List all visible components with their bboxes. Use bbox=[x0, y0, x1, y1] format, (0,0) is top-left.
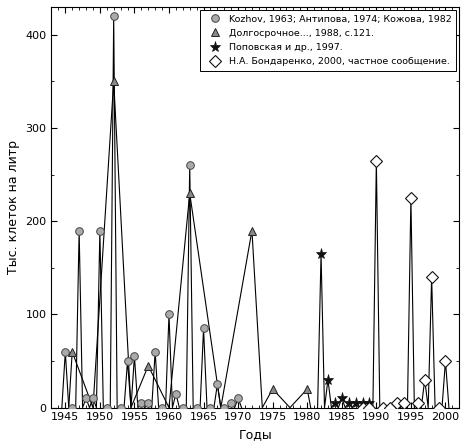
Kozhov, 1963; Антипова, 1974; Кожова, 1982 bbox=[187, 163, 192, 168]
Kozhov, 1963; Антипова, 1974; Кожова, 1982 bbox=[69, 405, 75, 410]
Н.А. Бондаренко, 2000, частное сообщение. bbox=[394, 401, 400, 406]
Line: Kozhov, 1963; Антипова, 1974; Кожова, 1982: Kozhov, 1963; Антипова, 1974; Кожова, 19… bbox=[61, 13, 242, 411]
Н.А. Бондаренко, 2000, частное сообщение. bbox=[415, 401, 421, 406]
Н.А. Бондаренко, 2000, частное сообщение. bbox=[401, 401, 407, 406]
Kozhov, 1963; Антипова, 1974; Кожова, 1982 bbox=[76, 228, 82, 233]
Kozhov, 1963; Антипова, 1974; Кожова, 1982 bbox=[124, 358, 130, 364]
Н.А. Бондаренко, 2000, частное сообщение. bbox=[360, 405, 366, 410]
Kozhov, 1963; Антипова, 1974; Кожова, 1982 bbox=[90, 396, 96, 401]
Долгосрочное..., 1988, с.121. bbox=[111, 79, 117, 84]
Поповская и др., 1997. bbox=[332, 401, 338, 406]
Долгосрочное..., 1988, с.121. bbox=[249, 228, 255, 233]
Kozhov, 1963; Антипова, 1974; Кожова, 1982 bbox=[208, 405, 213, 410]
Поповская и др., 1997. bbox=[339, 396, 344, 401]
Kozhov, 1963; Антипова, 1974; Кожова, 1982 bbox=[63, 349, 68, 354]
Долгосрочное..., 1988, с.121. bbox=[146, 363, 151, 368]
Kozhov, 1963; Антипова, 1974; Кожова, 1982 bbox=[214, 382, 220, 387]
Kozhov, 1963; Антипова, 1974; Кожова, 1982 bbox=[153, 349, 158, 354]
X-axis label: Годы: Годы bbox=[239, 428, 272, 441]
Kozhov, 1963; Антипова, 1974; Кожова, 1982 bbox=[228, 401, 234, 406]
Долгосрочное..., 1988, с.121. bbox=[304, 386, 310, 392]
Kozhov, 1963; Антипова, 1974; Кожова, 1982 bbox=[201, 326, 206, 331]
Долгосрочное..., 1988, с.121. bbox=[270, 386, 276, 392]
Kozhov, 1963; Антипова, 1974; Кожова, 1982 bbox=[166, 312, 172, 317]
Kozhov, 1963; Антипова, 1974; Кожова, 1982 bbox=[132, 354, 137, 359]
Line: Поповская и др., 1997.: Поповская и др., 1997. bbox=[315, 248, 375, 409]
Поповская и др., 1997. bbox=[353, 401, 358, 406]
Поповская и др., 1997. bbox=[325, 377, 331, 383]
Kozhov, 1963; Антипова, 1974; Кожова, 1982 bbox=[173, 391, 179, 396]
Поповская и др., 1997. bbox=[318, 251, 324, 257]
Н.А. Бондаренко, 2000, частное сообщение. bbox=[443, 358, 448, 364]
Kozhov, 1963; Антипова, 1974; Кожова, 1982 bbox=[83, 396, 89, 401]
Н.А. Бондаренко, 2000, частное сообщение. bbox=[422, 377, 428, 383]
Kozhov, 1963; Антипова, 1974; Кожова, 1982 bbox=[221, 405, 227, 410]
Н.А. Бондаренко, 2000, частное сообщение. bbox=[429, 275, 434, 280]
Долгосрочное..., 1988, с.121. bbox=[69, 349, 75, 354]
Y-axis label: Тыс. клеток на литр: Тыс. клеток на литр bbox=[7, 140, 20, 274]
Поповская и др., 1997. bbox=[366, 401, 372, 406]
Legend: Kozhov, 1963; Антипова, 1974; Кожова, 1982, Долгосрочное..., 1988, с.121., Попов: Kozhov, 1963; Антипова, 1974; Кожова, 19… bbox=[200, 10, 456, 71]
Поповская и др., 1997. bbox=[346, 401, 351, 406]
Kozhov, 1963; Антипова, 1974; Кожова, 1982 bbox=[194, 405, 199, 410]
Kozhov, 1963; Антипова, 1974; Кожова, 1982 bbox=[146, 401, 151, 406]
Kozhov, 1963; Антипова, 1974; Кожова, 1982 bbox=[97, 228, 102, 233]
Kozhov, 1963; Антипова, 1974; Кожова, 1982 bbox=[104, 405, 110, 410]
Поповская и др., 1997. bbox=[360, 401, 366, 406]
Kozhov, 1963; Антипова, 1974; Кожова, 1982 bbox=[118, 405, 124, 410]
Kozhov, 1963; Антипова, 1974; Кожова, 1982 bbox=[159, 405, 165, 410]
Н.А. Бондаренко, 2000, частное сообщение. bbox=[380, 405, 386, 410]
Н.А. Бондаренко, 2000, частное сообщение. bbox=[408, 195, 414, 201]
Н.А. Бондаренко, 2000, частное сообщение. bbox=[366, 405, 372, 410]
Kozhov, 1963; Антипова, 1974; Кожова, 1982 bbox=[111, 13, 117, 19]
Н.А. Бондаренко, 2000, частное сообщение. bbox=[373, 158, 379, 164]
Н.А. Бондаренко, 2000, частное сообщение. bbox=[388, 405, 393, 410]
Kozhov, 1963; Антипова, 1974; Кожова, 1982 bbox=[180, 405, 186, 410]
Н.А. Бондаренко, 2000, частное сообщение. bbox=[436, 405, 441, 410]
Kozhov, 1963; Антипова, 1974; Кожова, 1982 bbox=[139, 401, 144, 406]
Долгосрочное..., 1988, с.121. bbox=[187, 191, 192, 196]
Line: Долгосрочное..., 1988, с.121.: Долгосрочное..., 1988, с.121. bbox=[68, 78, 311, 393]
Kozhov, 1963; Антипова, 1974; Кожова, 1982 bbox=[235, 396, 241, 401]
Line: Н.А. Бондаренко, 2000, частное сообщение.: Н.А. Бондаренко, 2000, частное сообщение… bbox=[358, 156, 450, 412]
